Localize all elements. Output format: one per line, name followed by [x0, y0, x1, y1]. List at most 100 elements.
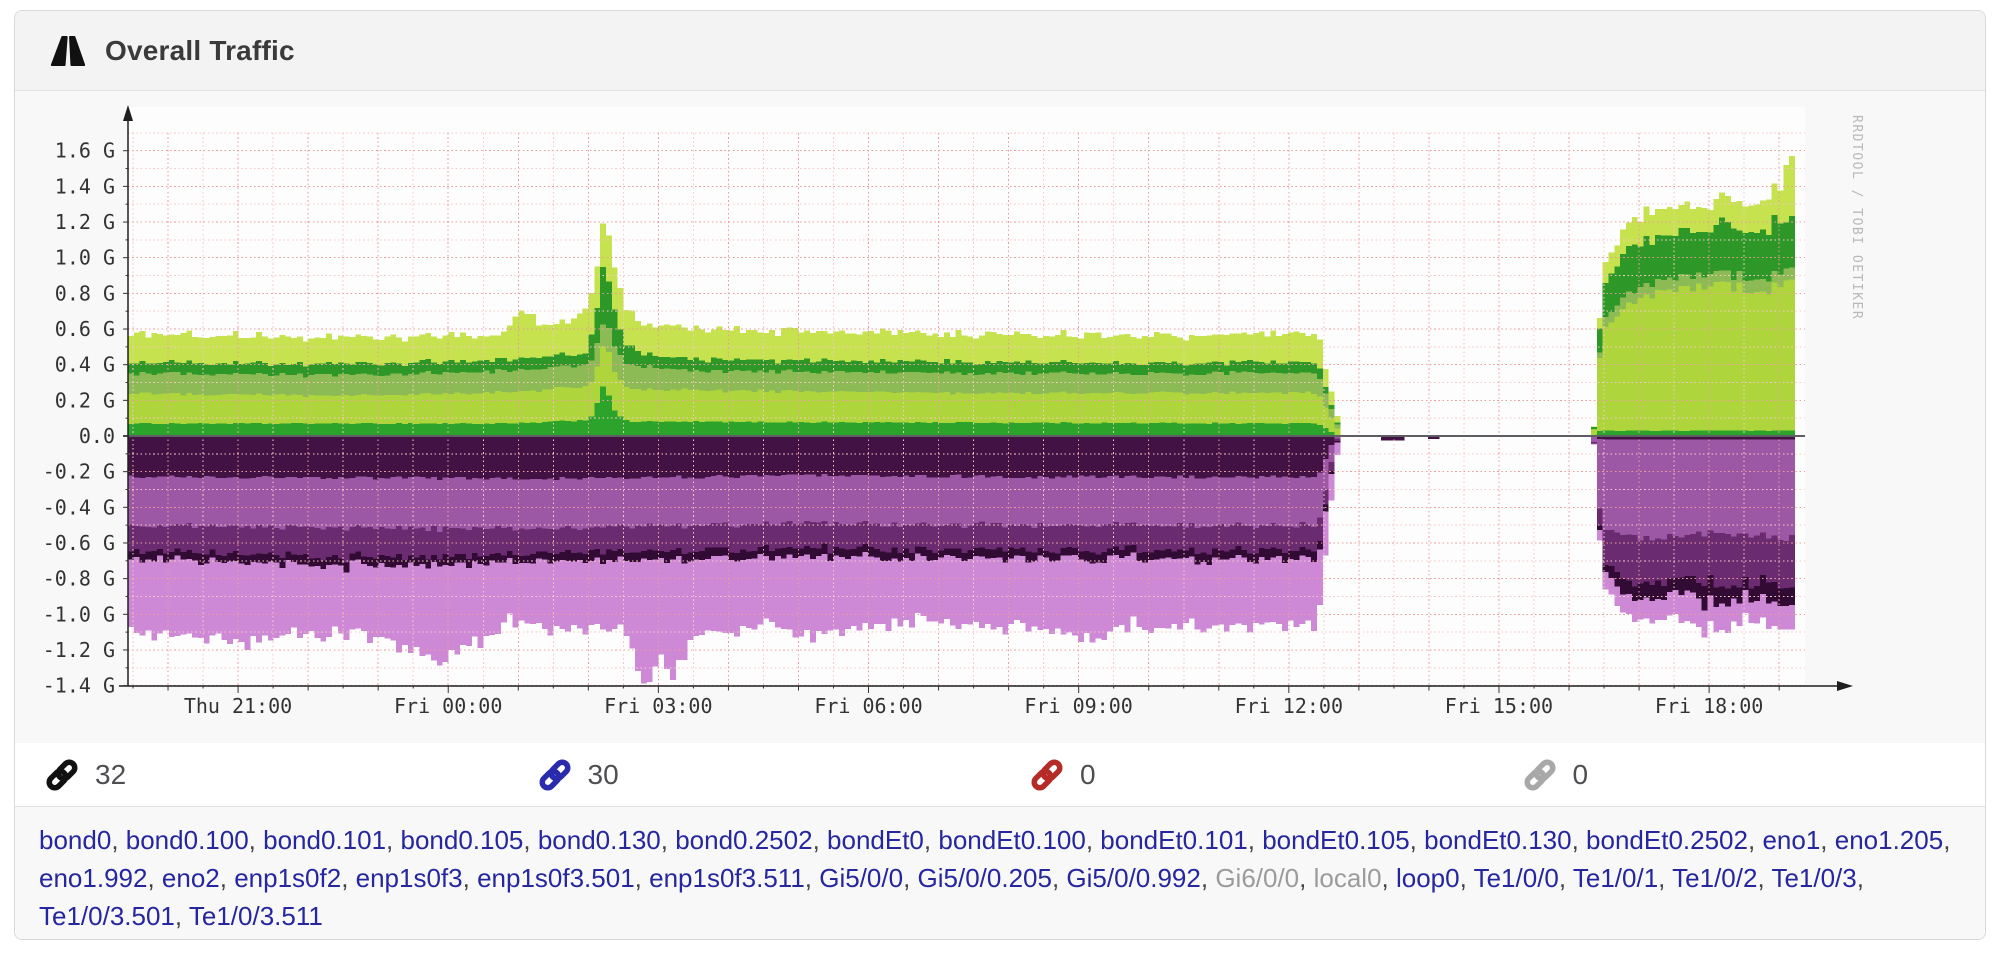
svg-text:-1.4 G: -1.4 G [43, 674, 115, 698]
separator: , [1200, 863, 1216, 893]
separator: , [1085, 825, 1101, 855]
link-icon [1030, 758, 1064, 792]
stat-total-value: 32 [95, 758, 127, 790]
separator: , [634, 863, 650, 893]
ports-list: bond0, bond0.100, bond0.101, bond0.105, … [15, 807, 1985, 939]
port-link[interactable]: Te1/0/3.511 [188, 901, 323, 931]
svg-text:RRDTOOL / TOBI OETIKER: RRDTOOL / TOBI OETIKER [1849, 115, 1864, 320]
overall-traffic-card: Overall Traffic 1.6 G 1.4 G 1.2 G 1.0 G 0.8 … [14, 10, 1986, 940]
separator: , [1299, 863, 1314, 893]
separator: , [804, 863, 820, 893]
separator: , [1247, 825, 1263, 855]
port-link[interactable]: enp1s0f2 [234, 863, 342, 893]
port-link[interactable]: eno1.205 [1834, 825, 1944, 855]
port-link[interactable]: bondEt0.130 [1424, 825, 1572, 855]
port-link[interactable]: bondEt0.2502 [1586, 825, 1748, 855]
port-link[interactable]: Te1/0/3.501 [39, 901, 175, 931]
port-link[interactable]: Te1/0/3 [1771, 863, 1857, 893]
port-link[interactable]: local0 [1313, 863, 1382, 893]
separator: , [1051, 863, 1067, 893]
port-link[interactable]: bond0.105 [400, 825, 524, 855]
svg-text:Fri 12:00: Fri 12:00 [1235, 694, 1343, 718]
port-link[interactable]: enp1s0f3.511 [649, 863, 805, 893]
traffic-graph[interactable]: 1.6 G 1.4 G 1.2 G 1.0 G 0.8 G 0.6 G 0.4 G 0.2 G… [15, 91, 1985, 743]
port-link[interactable]: bond0.2502 [675, 825, 813, 855]
stat-ports-down[interactable]: 0 [1000, 758, 1493, 792]
separator: , [386, 825, 401, 855]
port-link[interactable]: bond0 [39, 825, 112, 855]
svg-text:1.0 G: 1.0 G [55, 246, 115, 270]
stat-ports-ignored[interactable]: 0 [1493, 758, 1986, 792]
port-link[interactable]: Te1/0/1 [1572, 863, 1659, 893]
port-link[interactable]: bondEt0.100 [938, 825, 1086, 855]
port-link[interactable]: Te1/0/0 [1473, 863, 1559, 893]
separator: , [147, 863, 162, 893]
traffic-graph-section: 1.6 G 1.4 G 1.2 G 1.0 G 0.8 G 0.6 G 0.4 G 0.2 G… [15, 91, 1985, 743]
separator: , [1856, 863, 1864, 893]
stat-down-value: 0 [1080, 758, 1096, 790]
svg-text:-0.6 G: -0.6 G [43, 531, 115, 555]
port-link[interactable]: bondEt0 [827, 825, 924, 855]
separator: , [923, 825, 939, 855]
separator: , [248, 825, 264, 855]
svg-text:-0.4 G: -0.4 G [43, 495, 115, 519]
separator: , [1571, 825, 1587, 855]
svg-text:0.4 G: 0.4 G [55, 353, 115, 377]
svg-text:0.0: 0.0 [79, 424, 115, 448]
port-link[interactable]: enp1s0f3.501 [477, 863, 635, 893]
svg-text:Fri 06:00: Fri 06:00 [814, 694, 922, 718]
svg-text:-0.8 G: -0.8 G [43, 567, 115, 591]
svg-text:0.2 G: 0.2 G [55, 388, 115, 412]
port-link[interactable]: eno1 [1762, 825, 1821, 855]
link-icon [1523, 758, 1557, 792]
svg-text:-1.0 G: -1.0 G [43, 602, 115, 626]
svg-text:-1.2 G: -1.2 G [43, 638, 115, 662]
stat-up-value: 30 [587, 758, 619, 790]
separator: , [1381, 863, 1396, 893]
link-icon [538, 758, 572, 792]
road-icon [50, 35, 86, 66]
svg-text:Fri 15:00: Fri 15:00 [1445, 694, 1553, 718]
separator: , [462, 863, 478, 893]
separator: , [812, 825, 828, 855]
port-link[interactable]: bond0.100 [125, 825, 249, 855]
separator: , [903, 863, 918, 893]
port-link[interactable]: enp1s0f3 [355, 863, 463, 893]
separator: , [660, 825, 676, 855]
port-link[interactable]: bondEt0.105 [1262, 825, 1410, 855]
svg-text:Fri 09:00: Fri 09:00 [1024, 694, 1132, 718]
stat-total-ports[interactable]: 32 [15, 758, 508, 792]
port-link[interactable]: loop0 [1395, 863, 1460, 893]
port-link[interactable]: bondEt0.101 [1100, 825, 1248, 855]
separator: , [1658, 863, 1673, 893]
stat-ports-up[interactable]: 30 [508, 758, 1001, 792]
svg-text:Fri 03:00: Fri 03:00 [604, 694, 712, 718]
svg-text:Fri 18:00: Fri 18:00 [1655, 694, 1763, 718]
port-link[interactable]: bond0.101 [263, 825, 387, 855]
port-link[interactable]: Te1/0/2 [1672, 863, 1758, 893]
svg-text:1.6 G: 1.6 G [55, 139, 115, 163]
svg-text:0.8 G: 0.8 G [55, 281, 115, 305]
port-link[interactable]: bond0.130 [537, 825, 661, 855]
separator: , [219, 863, 235, 893]
port-link[interactable]: Gi5/0/0.992 [1066, 863, 1201, 893]
svg-text:1.2 G: 1.2 G [55, 210, 115, 234]
separator: , [523, 825, 538, 855]
separator: , [1820, 825, 1835, 855]
page-title: Overall Traffic [105, 34, 295, 66]
port-link[interactable]: eno1.992 [39, 863, 148, 893]
separator: , [1459, 863, 1474, 893]
card-header: Overall Traffic [15, 11, 1985, 91]
separator: , [111, 825, 126, 855]
port-stats-row: 32 30 0 0 [15, 743, 1985, 807]
separator: , [1943, 825, 1951, 855]
link-icon [45, 758, 79, 792]
port-link[interactable]: eno2 [161, 863, 220, 893]
separator: , [1409, 825, 1425, 855]
svg-text:Fri 00:00: Fri 00:00 [394, 694, 502, 718]
port-link[interactable]: Gi6/0/0 [1215, 863, 1300, 893]
port-link[interactable]: Gi5/0/0.205 [917, 863, 1052, 893]
port-link[interactable]: Gi5/0/0 [819, 863, 904, 893]
separator: , [341, 863, 356, 893]
separator: , [174, 901, 189, 931]
